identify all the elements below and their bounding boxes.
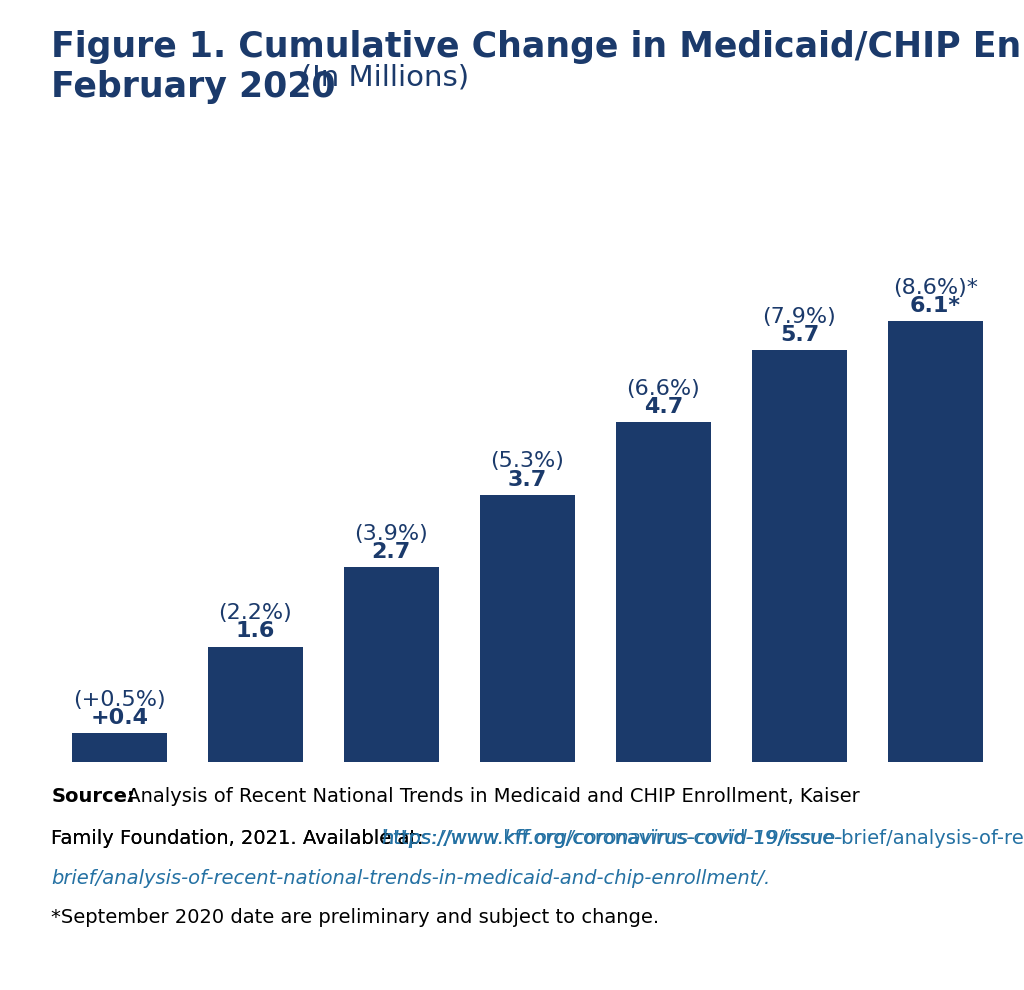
Text: https://www.kff.org/coronavirus-covid-19/issue-: https://www.kff.org/coronavirus-covid-19… <box>381 829 842 847</box>
Text: 6.1*: 6.1* <box>910 296 961 316</box>
Text: Source:: Source: <box>51 787 135 806</box>
Text: (8.6%)*: (8.6%)* <box>893 278 978 298</box>
Bar <box>888 321 983 762</box>
Text: (6.6%): (6.6%) <box>627 379 700 399</box>
Bar <box>72 734 167 762</box>
Text: 5.7: 5.7 <box>780 325 819 345</box>
Bar <box>479 495 575 762</box>
Text: 3.7: 3.7 <box>508 469 547 489</box>
Bar <box>344 567 439 762</box>
Text: https://www.kff.org/coronavirus-covid-19/issue-brief/analysis-of-recent-national: https://www.kff.org/coronavirus-covid-19… <box>381 829 1024 847</box>
Text: 1.6: 1.6 <box>236 622 275 642</box>
Bar <box>208 646 303 762</box>
Text: (7.9%): (7.9%) <box>763 307 837 327</box>
Text: *September 2020 date are preliminary and subject to change.: *September 2020 date are preliminary and… <box>51 908 659 927</box>
Text: Family Foundation, 2021. Available at:: Family Foundation, 2021. Available at: <box>51 829 430 847</box>
Bar <box>615 423 711 762</box>
Text: (5.3%): (5.3%) <box>490 451 564 471</box>
Text: 2.7: 2.7 <box>372 542 411 562</box>
Text: (+0.5%): (+0.5%) <box>73 690 166 710</box>
Bar <box>752 349 847 762</box>
Text: (2.2%): (2.2%) <box>218 603 292 624</box>
Text: (3.9%): (3.9%) <box>354 524 428 544</box>
Text: brief/analysis-of-recent-national-trends-in-medicaid-and-chip-enrollment/.: brief/analysis-of-recent-national-trends… <box>51 869 770 888</box>
Text: +0.4: +0.4 <box>90 708 148 729</box>
Text: 4.7: 4.7 <box>644 397 683 417</box>
Text: Analysis of Recent National Trends in Medicaid and CHIP Enrollment, Kaiser: Analysis of Recent National Trends in Me… <box>121 787 859 806</box>
Text: Family Foundation, 2021. Available at:: Family Foundation, 2021. Available at: <box>51 829 430 847</box>
Text: (In Millions): (In Millions) <box>51 30 469 91</box>
Text: Figure 1. Cumulative Change in Medicaid/CHIP Enrollment from
February 2020: Figure 1. Cumulative Change in Medicaid/… <box>51 30 1024 105</box>
